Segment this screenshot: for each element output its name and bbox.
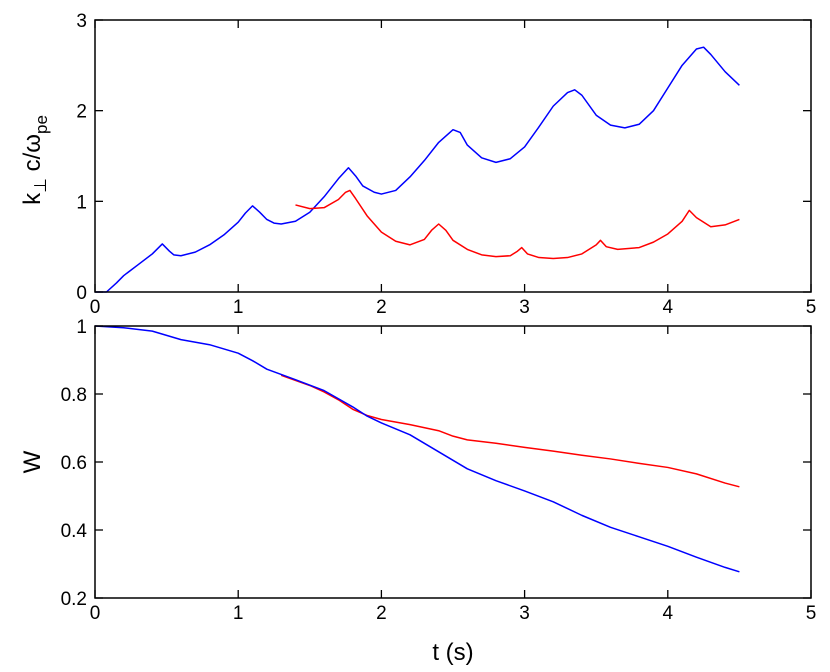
bottom-ylabel: W	[19, 450, 46, 473]
top-panel: 0 1 2 3 4 5 0 1 2 3 k⊥ c/ωpe	[19, 11, 816, 318]
bottom-ytick-label: 0.6	[61, 453, 87, 474]
bottom-ytick-label: 0.2	[61, 589, 87, 610]
bottom-series-0-line	[280, 374, 740, 488]
bottom-xtick-label: 3	[519, 603, 530, 624]
top-plot-frame	[94, 19, 812, 293]
bottom-panel: 0 1 2 3 4 5 0.2 0.4 0.6 0.8 1 W t (s)	[19, 317, 816, 666]
bottom-xtick-label: 4	[663, 603, 674, 624]
top-xtick-label: 1	[233, 297, 244, 318]
top-plot-series	[95, 46, 740, 293]
top-xtick-label: 2	[376, 297, 387, 318]
bottom-ytick-label: 0.8	[61, 385, 87, 406]
top-ytick-label: 1	[76, 192, 87, 213]
top-ylabel-mid: c/ω	[19, 134, 46, 178]
bottom-plot-frame	[94, 325, 812, 599]
bottom-ytick-label: 1	[76, 317, 87, 338]
top-ylabel: k⊥ c/ωpe	[19, 115, 51, 205]
bottom-xtick-label: 5	[806, 603, 817, 624]
top-xtick-label: 5	[806, 297, 817, 318]
bottom-xtick-label: 2	[376, 603, 387, 624]
top-ylabel-main: k	[19, 192, 46, 205]
top-series-1-line	[295, 189, 740, 260]
top-ytick-label: 0	[76, 283, 87, 304]
top-xtick-label: 4	[663, 297, 674, 318]
top-ylabel-sub-pe: pe	[32, 115, 51, 134]
bottom-xlabel: t (s)	[432, 639, 473, 666]
top-ylabel-sub-perp: ⊥	[31, 178, 50, 193]
top-ticks: 0 1 2 3 4 5 0 1 2 3	[76, 11, 816, 318]
bottom-ytick-label: 0.4	[61, 521, 88, 542]
top-ytick-label: 3	[76, 11, 87, 32]
top-series-0-line	[95, 46, 740, 293]
top-xtick-label: 3	[519, 297, 530, 318]
top-ytick-label: 2	[76, 102, 87, 123]
bottom-xtick-label: 0	[90, 603, 101, 624]
bottom-series-1-line	[94, 325, 740, 573]
bottom-xtick-label: 1	[233, 603, 244, 624]
top-xtick-label: 0	[90, 297, 101, 318]
bottom-plot-series	[94, 325, 740, 573]
bottom-ticks: 0 1 2 3 4 5 0.2 0.4 0.6 0.8 1	[61, 317, 817, 624]
